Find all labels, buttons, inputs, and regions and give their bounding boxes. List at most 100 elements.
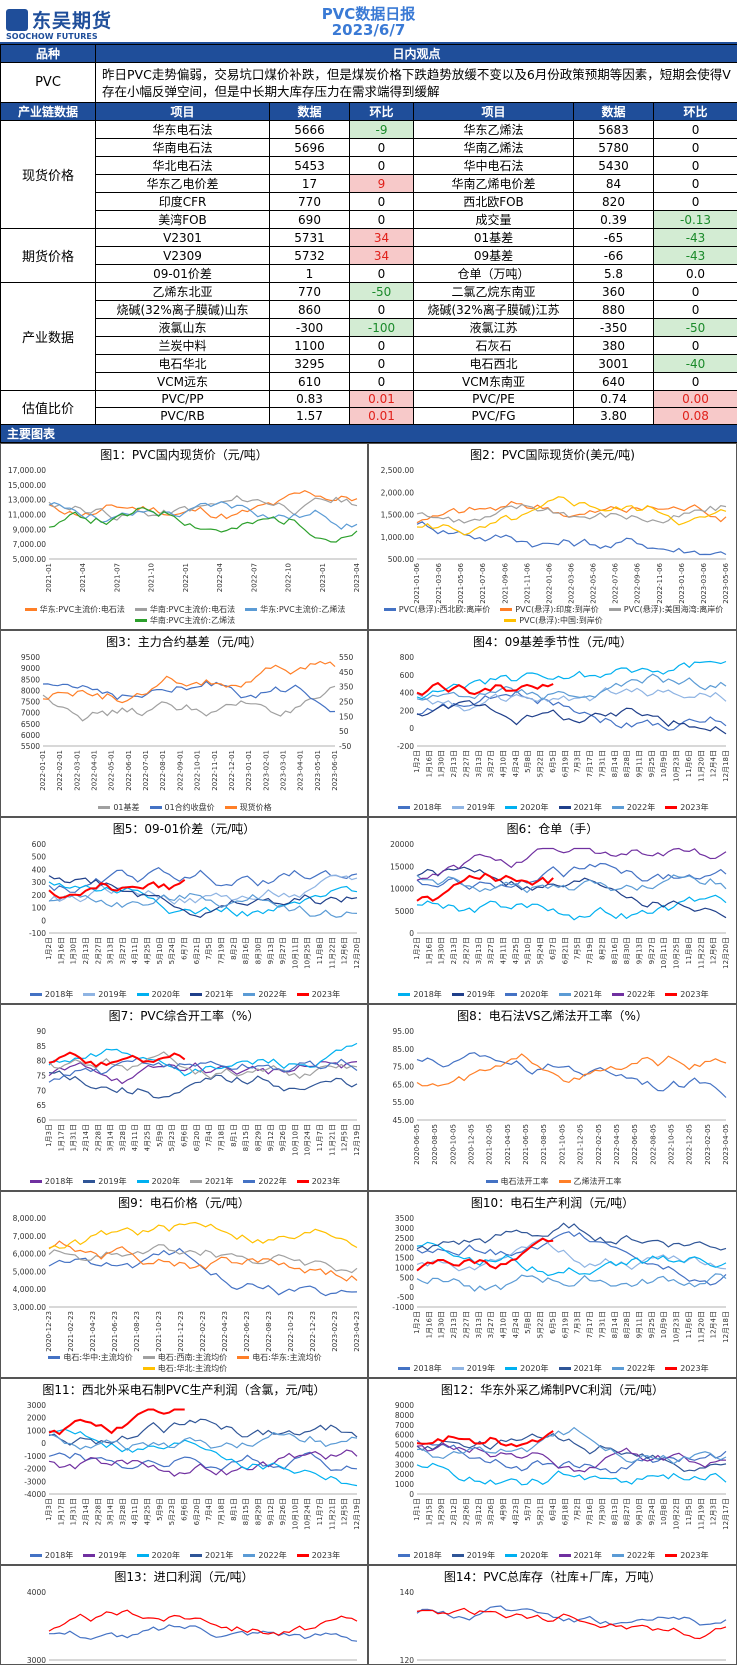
y-tick-label: 0 bbox=[409, 724, 414, 733]
change-cell: 0 bbox=[652, 120, 737, 139]
x-tick-label: 1月17日 bbox=[57, 1498, 65, 1525]
legend-label: PVC(悬浮):印度:到岸价 bbox=[515, 605, 599, 614]
change-cell: -50 bbox=[349, 282, 414, 301]
x-tick-label: 6月19日 bbox=[561, 1311, 569, 1338]
x-tick-label: 4月25日 bbox=[144, 937, 152, 964]
x-tick-label: 10月23日 bbox=[673, 750, 681, 782]
legend-item: 2018年 bbox=[398, 989, 442, 1000]
legend-swatch bbox=[48, 1356, 61, 1359]
x-tick-label: 2022-02-05 bbox=[595, 1124, 603, 1165]
x-tick-label: 2月13日 bbox=[450, 937, 458, 964]
x-tick-label: 6月5日 bbox=[549, 1311, 557, 1334]
item-cell: 华东电石法 bbox=[95, 120, 270, 139]
series-line bbox=[416, 1053, 727, 1087]
x-tick-label: 1月17日 bbox=[57, 1124, 65, 1151]
chart-panel: 图2：PVC国际现货价(美元/吨) 2,500.00 2,000.00 1,500.0… bbox=[368, 443, 737, 630]
change-cell: 0 bbox=[349, 210, 414, 229]
x-tick-label: 11月22日 bbox=[328, 937, 336, 969]
legend-label: 01合约收盘价 bbox=[164, 803, 215, 812]
legend-label: 2019年 bbox=[466, 803, 496, 812]
item-header: 项目 bbox=[95, 102, 270, 121]
legend-item: 2020年 bbox=[505, 989, 549, 1000]
legend-swatch bbox=[451, 1367, 464, 1370]
x-tick-label: 8月16日 bbox=[611, 937, 619, 964]
legend-item: 2020年 bbox=[136, 989, 180, 1000]
item-cell: 美湾FOB bbox=[95, 210, 270, 229]
table-row: 期货价格 V2301 5731 34 01基差 -65 -43 bbox=[0, 228, 737, 283]
variety-header: 品种 bbox=[0, 44, 96, 63]
y-tick-label: 75 bbox=[36, 1072, 46, 1081]
x-tick-label: 2023-03-01 bbox=[279, 750, 287, 791]
legend-label: 电石:华北:主流均价 bbox=[157, 1364, 228, 1373]
y-tick-label: 70 bbox=[36, 1086, 46, 1095]
series-line bbox=[48, 892, 358, 918]
x-tick-label: 2022-12-05 bbox=[686, 1124, 694, 1165]
legend-item: 2020年 bbox=[136, 1550, 180, 1561]
series-line bbox=[48, 495, 358, 521]
value-cell: 5.8 bbox=[573, 264, 654, 283]
x-tick-label: 8月15日 bbox=[242, 1498, 250, 1525]
series-line bbox=[416, 690, 727, 731]
y-tick-label: 140 bbox=[400, 1588, 415, 1597]
x-tick-label: 3月13日 bbox=[475, 750, 483, 777]
y-tick-label: 11,000.00 bbox=[8, 511, 46, 520]
x-tick-label: 2022-10-23 bbox=[287, 1311, 295, 1352]
series-line bbox=[416, 660, 727, 700]
x-tick-label: 9月11日 bbox=[635, 1311, 643, 1338]
legend-swatch bbox=[558, 1180, 571, 1183]
series-line bbox=[416, 1605, 727, 1626]
legend-swatch bbox=[504, 619, 517, 622]
chart-title: 图10：电石生产利润（元/吨） bbox=[470, 1196, 635, 1210]
pvc-label: PVC bbox=[0, 62, 96, 103]
legend-swatch bbox=[665, 993, 678, 996]
legend-swatch bbox=[485, 1180, 498, 1183]
chart-svg: 9500 9000 8500 8000 7500 7000 6500 6000 5500 550 4… bbox=[21, 653, 354, 791]
x-tick-label: 9月25日 bbox=[648, 1311, 656, 1338]
x-tick-label: 2023-02-05 bbox=[704, 1124, 712, 1165]
legend-swatch bbox=[190, 993, 202, 996]
y-tick-label: 7000 bbox=[395, 1421, 414, 1430]
x-tick-label: 8月28日 bbox=[623, 750, 631, 777]
x-tick-label: 2022-04-05 bbox=[613, 1124, 621, 1165]
chart-panel: 图3：主力合约基差（元/吨） 9500 9000 8500 8000 7500 7000 65… bbox=[0, 630, 368, 817]
x-tick-label: 6月5日 bbox=[549, 750, 557, 773]
legend-swatch bbox=[136, 993, 149, 996]
x-tick-label: 1月30日 bbox=[438, 750, 446, 777]
chart-title: 图3：主力合约基差（元/吨） bbox=[106, 635, 262, 649]
change-cell: 0 bbox=[349, 156, 414, 175]
legend-item: 2022年 bbox=[611, 989, 656, 1000]
y-tick-label: -100 bbox=[29, 929, 46, 938]
value-cell: -350 bbox=[573, 318, 654, 337]
change-cell: 34 bbox=[349, 228, 414, 247]
legend-item: 2019年 bbox=[451, 1363, 495, 1374]
chart-panel: 图14：PVC总库存（社库+厂库，万吨） 140 120 bbox=[368, 1565, 737, 1665]
legend-label: 2022年 bbox=[626, 990, 656, 999]
x-tick-label: 2021-08-05 bbox=[540, 1124, 548, 1165]
legend-swatch bbox=[243, 993, 256, 996]
legend-label: 2023年 bbox=[311, 990, 341, 999]
change-cell: 0 bbox=[349, 336, 414, 355]
x-tick-label: 2月28日 bbox=[94, 1124, 102, 1151]
x-tick-label: 9月27日 bbox=[648, 937, 656, 964]
x-tick-label: 2023-01 bbox=[319, 563, 327, 592]
x-tick-label: 2022-04-01 bbox=[91, 750, 99, 791]
legend-swatch bbox=[398, 1554, 411, 1557]
y-tick-label: 9500 bbox=[21, 653, 40, 662]
series-line bbox=[48, 507, 358, 543]
legend-label: 2018年 bbox=[413, 1364, 442, 1373]
y-tick-label: 0 bbox=[409, 1490, 414, 1499]
value-cell: 5453 bbox=[269, 156, 350, 175]
change-cell: 0.01 bbox=[349, 407, 414, 425]
y-tick-label: -2000 bbox=[24, 1465, 46, 1474]
x-tick-label: 2022-02-23 bbox=[199, 1311, 207, 1352]
change-cell: 0.08 bbox=[652, 407, 737, 425]
chart-svg: 140 120 bbox=[400, 1588, 727, 1664]
x-tick-label: 10月11日 bbox=[660, 937, 668, 969]
series-line bbox=[416, 862, 727, 890]
legend-item: 电石:西南:主流均价 bbox=[142, 1352, 227, 1363]
legend-swatch bbox=[142, 1356, 155, 1359]
y-tick-label: -4000 bbox=[24, 1490, 46, 1499]
legend-item: 2022年 bbox=[611, 802, 655, 813]
legend-swatch bbox=[136, 1554, 149, 1557]
